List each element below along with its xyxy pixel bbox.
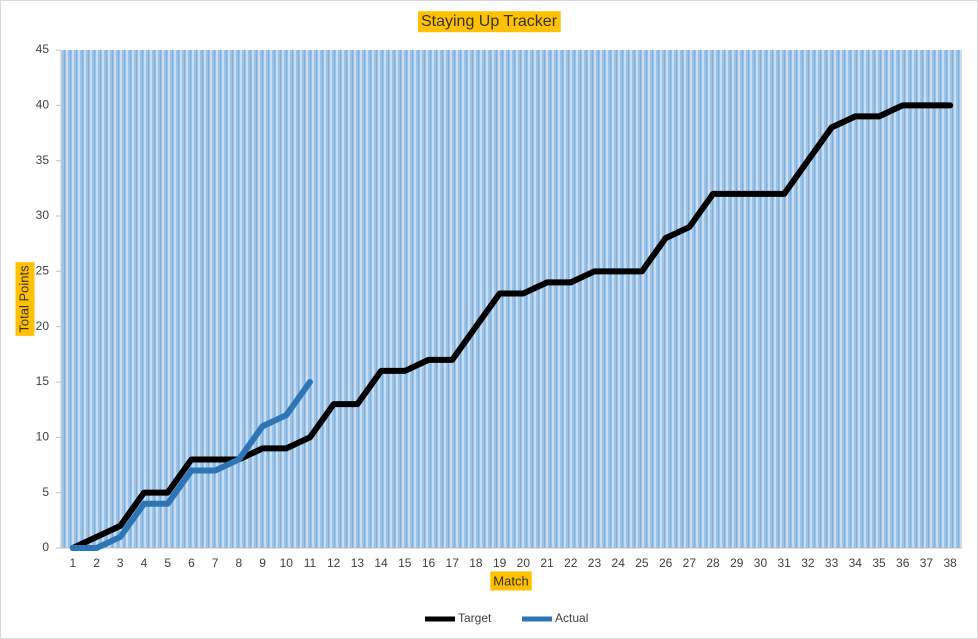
- x-tick-label: 29: [730, 556, 744, 570]
- y-tick-label: 0: [42, 540, 49, 554]
- x-tick-label: 6: [188, 556, 195, 570]
- x-tick-label: 38: [943, 556, 957, 570]
- x-tick-label: 33: [825, 556, 839, 570]
- x-tick-label: 19: [493, 556, 507, 570]
- x-tick-label: 7: [212, 556, 219, 570]
- x-tick-label: 21: [540, 556, 554, 570]
- chart-title-group: Staying Up Tracker: [417, 11, 561, 33]
- x-tick-label: 9: [259, 556, 266, 570]
- x-tick-label: 12: [327, 556, 341, 570]
- x-tick-label: 24: [612, 556, 626, 570]
- x-tick-label: 35: [872, 556, 886, 570]
- y-tick-label: 30: [36, 208, 50, 222]
- legend-label: Actual: [555, 611, 588, 625]
- x-tick-label: 17: [446, 556, 460, 570]
- x-tick-label: 26: [659, 556, 673, 570]
- y-tick-label: 40: [36, 98, 50, 112]
- x-tick-label: 22: [564, 556, 578, 570]
- x-tick-label: 30: [754, 556, 768, 570]
- chart-title: Staying Up Tracker: [421, 13, 558, 30]
- x-tick-label: 5: [164, 556, 171, 570]
- x-tick-label: 1: [70, 556, 77, 570]
- y-tick-label: 10: [36, 430, 50, 444]
- x-tick-label: 32: [801, 556, 815, 570]
- y-tick-label: 35: [36, 153, 50, 167]
- x-tick-label: 4: [141, 556, 148, 570]
- y-tick-label: 20: [36, 319, 50, 333]
- series-line: [69, 379, 313, 551]
- x-tick-label: 14: [374, 556, 388, 570]
- y-label-background: [15, 262, 35, 336]
- x-axis-title: Match: [493, 573, 528, 588]
- y-tick-label: 5: [42, 485, 49, 499]
- x-tick-label: 16: [422, 556, 436, 570]
- y-axis-title: Total Points: [16, 265, 31, 333]
- x-tick-label: 2: [93, 556, 100, 570]
- title-background: [417, 11, 561, 33]
- x-tick-label: 11: [304, 556, 317, 570]
- y-tick-label: 25: [36, 264, 50, 278]
- series-line: [69, 102, 954, 551]
- x-tick-label: 31: [777, 556, 791, 570]
- x-tick-label: 34: [849, 556, 863, 570]
- x-tick-label: 28: [706, 556, 720, 570]
- x-tick-label: 36: [896, 556, 910, 570]
- x-tick-label: 10: [280, 556, 294, 570]
- x-tick-label: 25: [635, 556, 649, 570]
- x-tick-label: 20: [517, 556, 531, 570]
- y-tick-label: 15: [36, 374, 50, 388]
- legend-label: Target: [458, 611, 492, 625]
- x-tick-label: 13: [351, 556, 365, 570]
- x-label-background: [490, 571, 532, 591]
- x-tick-label: 23: [588, 556, 602, 570]
- x-tick-label: 3: [117, 556, 124, 570]
- x-tick-label: 18: [469, 556, 483, 570]
- x-tick-label: 15: [398, 556, 412, 570]
- x-tick-label: 37: [920, 556, 934, 570]
- x-tick-label: 8: [235, 556, 242, 570]
- plot-area: [61, 50, 962, 548]
- y-tick-label: 45: [36, 42, 50, 56]
- x-tick-label: 27: [683, 556, 697, 570]
